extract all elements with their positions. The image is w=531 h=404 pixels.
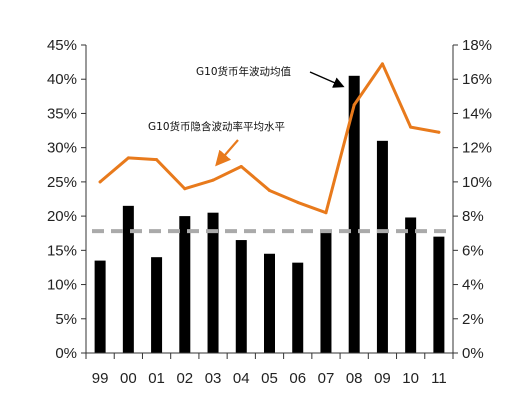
annotation-bar-arrow bbox=[309, 71, 345, 88]
right-axis-tick-label: 6% bbox=[462, 242, 484, 259]
left-axis-tick-label: 10% bbox=[47, 277, 77, 294]
bar bbox=[235, 240, 247, 353]
bar bbox=[320, 229, 332, 353]
x-axis-tick-label: 05 bbox=[261, 370, 278, 387]
right-axis-tick-label: 8% bbox=[462, 208, 484, 225]
bar bbox=[94, 260, 106, 353]
x-axis-tick-label: 10 bbox=[402, 370, 419, 387]
right-axis-tick-label: 16% bbox=[462, 71, 492, 88]
left-axis: 0% 5% 10% 15% 20% 25% 30% 35% 40% 45% bbox=[47, 37, 87, 362]
bar-series bbox=[94, 75, 445, 354]
line-point bbox=[98, 180, 102, 184]
bar bbox=[376, 140, 388, 353]
bar bbox=[151, 257, 163, 353]
x-axis-tick-label: 99 bbox=[92, 370, 109, 387]
x-axis-tick-label: 01 bbox=[148, 370, 165, 387]
line-point bbox=[296, 200, 300, 204]
x-axis-tick-label: 03 bbox=[205, 370, 222, 387]
left-axis-tick-label: 20% bbox=[47, 208, 77, 225]
line-series bbox=[98, 62, 441, 215]
left-axis-tick-label: 25% bbox=[47, 174, 77, 191]
line-point bbox=[239, 164, 243, 168]
bar bbox=[292, 262, 304, 353]
right-axis-tick-label: 12% bbox=[462, 140, 492, 157]
line-point bbox=[211, 178, 215, 182]
bar bbox=[348, 75, 360, 354]
line-point bbox=[352, 103, 356, 107]
line-point bbox=[155, 158, 159, 162]
right-axis-tick-label: 2% bbox=[462, 311, 484, 328]
annotation-line-arrow bbox=[215, 139, 239, 167]
bar bbox=[264, 253, 275, 353]
left-axis-tick-label: 45% bbox=[47, 37, 77, 54]
left-axis-tick-label: 5% bbox=[55, 311, 77, 328]
right-axis-tick-label: 18% bbox=[462, 37, 492, 54]
line-point bbox=[437, 130, 441, 134]
x-axis-ticks: 99 00 01 02 03 04 05 06 07 08 09 10 11 bbox=[85, 352, 454, 387]
x-axis-tick-label: 00 bbox=[120, 370, 137, 387]
x-axis-tick-label: 07 bbox=[318, 370, 335, 387]
line-point bbox=[409, 125, 413, 129]
bar bbox=[179, 216, 191, 353]
annotation-bar-label: G10货币年波动均值 bbox=[196, 65, 291, 78]
right-axis-tick-label: 10% bbox=[462, 174, 492, 191]
x-axis-tick-label: 06 bbox=[289, 370, 306, 387]
annotations: G10货币年波动均值 G10货币隐含波动率平均水平 bbox=[148, 65, 345, 167]
bar bbox=[122, 205, 134, 353]
line-point bbox=[324, 211, 328, 215]
right-axis-tick-label: 4% bbox=[462, 277, 484, 294]
line-point bbox=[126, 156, 130, 160]
x-axis-tick-label: 08 bbox=[346, 370, 363, 387]
annotation-line-label: G10货币隐含波动率平均水平 bbox=[148, 120, 285, 133]
bar bbox=[433, 236, 445, 353]
x-axis-tick-label: 04 bbox=[233, 370, 250, 387]
line-point bbox=[380, 62, 384, 66]
x-axis-tick-label: 02 bbox=[176, 370, 193, 387]
left-axis-tick-label: 0% bbox=[55, 345, 77, 362]
x-axis-tick-label: 09 bbox=[374, 370, 391, 387]
bar bbox=[207, 212, 219, 353]
left-axis-tick-label: 35% bbox=[47, 105, 77, 122]
bar bbox=[405, 217, 417, 353]
right-axis-tick-label: 0% bbox=[462, 345, 484, 362]
line-point bbox=[268, 188, 271, 192]
left-axis-tick-label: 30% bbox=[47, 140, 77, 157]
left-axis-tick-label: 40% bbox=[47, 71, 77, 88]
line-point bbox=[183, 187, 187, 191]
right-axis: 0% 2% 4% 6% 8% 10% 12% 14% 16% 18% bbox=[452, 37, 492, 362]
left-axis-tick-label: 15% bbox=[47, 242, 77, 259]
x-axis-tick-label: 11 bbox=[431, 370, 447, 387]
right-axis-tick-label: 14% bbox=[462, 105, 492, 122]
